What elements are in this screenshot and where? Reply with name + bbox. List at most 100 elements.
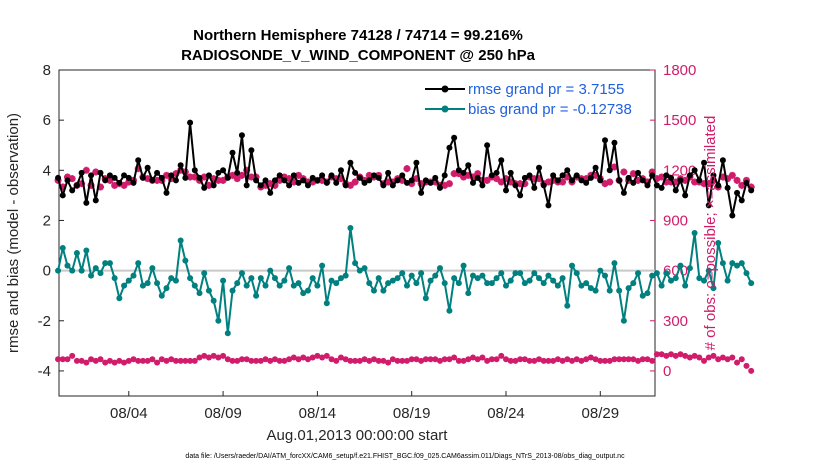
obs-assimilated-marker xyxy=(408,180,416,188)
bias-point xyxy=(229,287,236,294)
series-obs-possible xyxy=(55,351,755,374)
rmse-point xyxy=(304,182,311,189)
obs-possible-point xyxy=(116,357,123,364)
obs-assimilated-marker xyxy=(497,178,505,186)
rmse-point xyxy=(677,177,684,184)
obs-assimilated-marker xyxy=(493,175,501,183)
obs-assimilated-point xyxy=(238,171,246,179)
obs-assimilated-point xyxy=(719,173,727,181)
obs-assimilated-marker xyxy=(78,180,86,188)
obs-assimilated-point xyxy=(177,166,185,174)
rmse-point xyxy=(380,182,387,189)
obs-assimilated-point xyxy=(186,173,194,181)
bias-point xyxy=(573,270,580,277)
legend-bias-label: bias grand pr = -0.12738 xyxy=(468,101,632,118)
obs-possible-point xyxy=(163,357,170,364)
obs-assimilated-marker xyxy=(719,173,727,181)
obs-assimilated-marker xyxy=(483,176,491,184)
rmse-point xyxy=(413,159,420,166)
rmse-point xyxy=(323,179,330,186)
obs-assimilated-marker xyxy=(153,176,161,184)
left-tick-label: 8 xyxy=(43,62,51,79)
obs-possible-point xyxy=(220,352,227,359)
bias-point xyxy=(201,270,208,277)
bias-point xyxy=(635,270,642,277)
bias-point xyxy=(653,270,660,277)
obs-assimilated-point xyxy=(634,176,642,184)
bias-point xyxy=(102,260,109,267)
obs-assimilated-marker xyxy=(559,178,567,186)
obs-assimilated-marker xyxy=(464,171,472,179)
rmse-point xyxy=(125,174,132,181)
obs-possible-point xyxy=(587,354,594,361)
obs-possible-point xyxy=(564,356,571,363)
obs-possible-point xyxy=(455,357,462,364)
bias-point xyxy=(677,262,684,269)
obs-possible-point xyxy=(686,354,693,361)
rmse-point xyxy=(187,119,194,126)
obs-assimilated-marker xyxy=(672,178,680,186)
rmse-point xyxy=(597,177,604,184)
obs-possible-point xyxy=(441,356,448,363)
obs-possible-point xyxy=(484,357,491,364)
obs-assimilated-point xyxy=(233,175,241,183)
obs-assimilated-marker xyxy=(111,181,119,189)
obs-possible-point xyxy=(347,357,354,364)
x-tick-label: 08/09 xyxy=(204,405,242,422)
bias-point xyxy=(587,285,594,292)
obs-assimilated-marker xyxy=(205,181,213,189)
obs-possible-point xyxy=(710,352,717,359)
obs-possible-point xyxy=(658,351,665,358)
bias-point xyxy=(205,287,212,294)
bias-point xyxy=(243,282,250,289)
bias-point xyxy=(300,290,307,297)
obs-possible-point xyxy=(69,352,76,359)
obs-possible-point xyxy=(644,356,651,363)
obs-possible-point xyxy=(139,357,146,364)
obs-possible-point xyxy=(432,356,439,363)
bias-point xyxy=(111,275,118,282)
obs-assimilated-marker xyxy=(243,166,251,174)
obs-possible-point xyxy=(399,357,406,364)
series-rmse xyxy=(55,119,755,219)
rmse-point xyxy=(182,174,189,181)
obs-assimilated-point xyxy=(412,175,420,183)
bias-point xyxy=(639,292,646,299)
rmse-point xyxy=(290,172,297,179)
obs-possible-point xyxy=(550,357,557,364)
rmse-point xyxy=(191,167,198,174)
obs-assimilated-marker xyxy=(304,178,312,186)
rmse-point xyxy=(427,179,434,186)
obs-assimilated-point xyxy=(332,175,340,183)
obs-possible-point xyxy=(649,357,656,364)
rmse-point xyxy=(578,177,585,184)
bias-point xyxy=(380,287,387,294)
obs-assimilated-point xyxy=(691,178,699,186)
obs-possible-point xyxy=(413,356,420,363)
rmse-point xyxy=(295,179,302,186)
rmse-point xyxy=(64,177,71,184)
bias-point xyxy=(73,250,80,257)
obs-possible-point xyxy=(361,356,368,363)
rmse-point xyxy=(177,162,184,169)
rmse-point xyxy=(653,182,660,189)
left-tick-label: -4 xyxy=(38,363,51,380)
bias-point xyxy=(602,272,609,279)
rmse-point xyxy=(620,189,627,196)
obs-possible-point xyxy=(573,356,580,363)
obs-assimilated-marker xyxy=(262,181,270,189)
obs-possible-point xyxy=(729,354,736,361)
obs-assimilated-marker xyxy=(247,173,255,181)
obs-possible-point xyxy=(300,354,307,361)
obs-assimilated-point xyxy=(125,178,133,186)
obs-assimilated-point xyxy=(681,176,689,184)
right-tick-label: 300 xyxy=(663,313,688,330)
bias-point xyxy=(644,290,651,297)
obs-assimilated-marker xyxy=(177,166,185,174)
obs-assimilated-marker xyxy=(450,170,458,178)
rmse-point xyxy=(210,182,217,189)
rmse-point xyxy=(587,174,594,181)
obs-assimilated-point xyxy=(516,180,524,188)
